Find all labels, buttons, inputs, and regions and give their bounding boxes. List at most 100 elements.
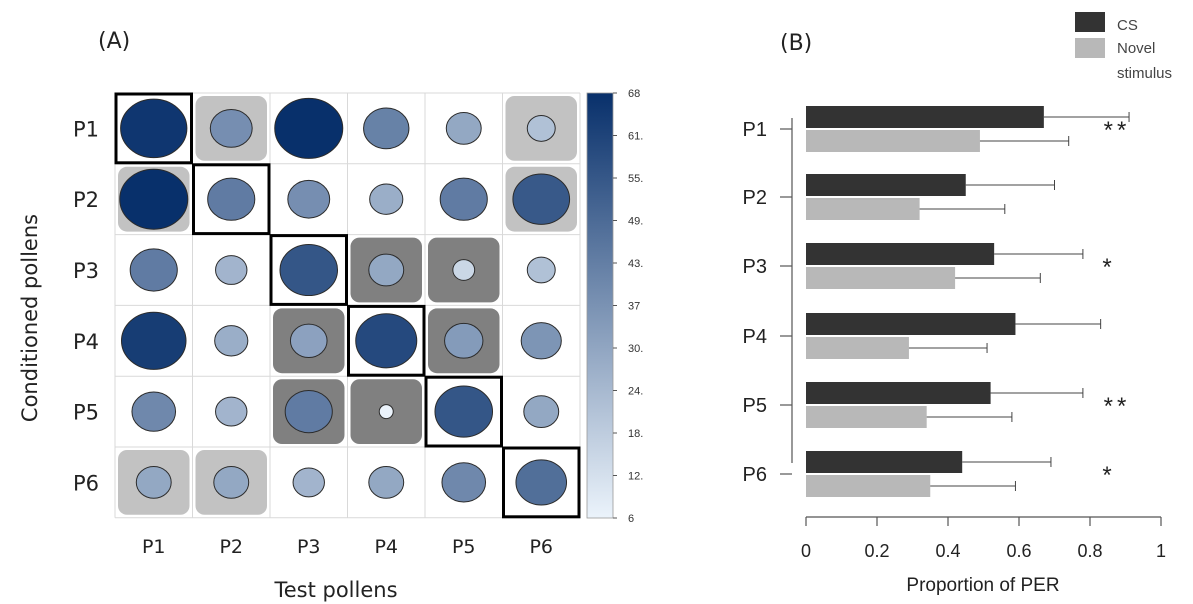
circle-P2-P2 — [207, 177, 256, 221]
significance-P5: ** — [1104, 393, 1131, 420]
x-tick-label: 0 — [801, 541, 811, 561]
circle-P4-P6 — [520, 322, 562, 360]
circle-P4-P5 — [444, 322, 484, 359]
legend-swatch-cs — [1075, 12, 1105, 32]
circle-P5-P3 — [284, 390, 333, 434]
bar-P6-novel — [806, 475, 931, 497]
y-tick-label-P6: P6 — [743, 464, 767, 486]
circle-P5-P2 — [215, 396, 248, 427]
circle-P5-P1 — [131, 391, 177, 432]
colorbar-tick-label: 12. — [628, 471, 643, 483]
row-label-P2: P2 — [73, 188, 99, 212]
row-label-P6: P6 — [73, 471, 99, 495]
diagonal-box-P6 — [502, 446, 581, 519]
legend-label-novel-line2: stimulus — [1117, 65, 1172, 82]
panel-a-label: (A) — [98, 29, 130, 54]
bar-P4-novel — [806, 337, 909, 359]
circle-P3-P2 — [215, 255, 248, 285]
circle-P2-P6 — [512, 173, 571, 225]
heatmap-grid: P1 P2 P3 P4 P5 P6 P1 P2 P3 P4 P5 P6 — [73, 92, 581, 558]
circle-P3-P5 — [452, 259, 476, 281]
circle-P4-P2 — [214, 325, 249, 357]
colorbar-tick-label: 49. — [628, 216, 643, 228]
colorbar-tick-label: 43. — [628, 258, 643, 270]
diagonal-box-P2 — [192, 163, 271, 236]
colorbar-tick-label: 30. — [628, 343, 643, 355]
panel-b-xlabel: Proportion of PER — [906, 575, 1059, 596]
legend-label-cs: CS — [1117, 17, 1138, 34]
panel-a-xlabel: Test pollens — [273, 578, 397, 602]
colorbar-tick-label: 61. — [628, 131, 643, 143]
colorbar-tick-label: 68 — [628, 88, 640, 100]
circle-P5-P4 — [378, 404, 394, 420]
x-tick-label: 0.8 — [1077, 541, 1102, 561]
colorbar-gradient — [586, 92, 614, 519]
legend-swatch-novel — [1075, 38, 1105, 58]
diagonal-box-P3 — [269, 234, 348, 306]
col-label-P5: P5 — [452, 536, 476, 558]
colorbar-tick-label: 37 — [628, 301, 640, 313]
x-tick-label: 0.6 — [1006, 541, 1031, 561]
circle-P3-P6 — [526, 256, 556, 284]
y-tick-label-P4: P4 — [743, 326, 767, 348]
circle-P3-P3 — [279, 243, 339, 297]
circle-P4-P4 — [355, 313, 418, 369]
x-tick-label: 1 — [1156, 541, 1166, 561]
circle-P1-P1 — [120, 98, 188, 159]
circle-P5-P6 — [523, 395, 560, 429]
circle-P2-P1 — [119, 168, 189, 230]
col-label-P2: P2 — [219, 536, 243, 558]
bar-P1-cs — [806, 106, 1044, 128]
bar-P6-cs — [806, 451, 963, 473]
y-tick-label-P2: P2 — [743, 187, 767, 209]
x-tick-label: 0.4 — [935, 541, 960, 561]
colorbar: 68 61. 55. 49. 43. 37 30. 24. 18. 12. 6 — [586, 88, 643, 525]
colorbar-tick-label: 18. — [628, 428, 643, 440]
circle-P1-P4 — [363, 107, 410, 150]
bar-P3-novel — [806, 267, 956, 289]
row-label-P1: P1 — [73, 117, 99, 141]
bar-P2-novel — [806, 198, 920, 220]
circle-P4-P1 — [120, 311, 187, 370]
significance-P3: * — [1102, 254, 1115, 281]
circle-P4-P3 — [289, 323, 328, 358]
circle-P1-P5 — [445, 111, 482, 145]
circle-P5-P5 — [434, 385, 494, 438]
y-tick-label-P5: P5 — [743, 395, 767, 417]
legend: CS Novel stimulus — [1075, 12, 1172, 82]
circle-P6-P5 — [441, 462, 487, 503]
circle-P3-P1 — [129, 248, 178, 292]
circle-P6-P1 — [135, 465, 172, 499]
y-tick-label-P3: P3 — [743, 256, 767, 278]
bar-P4-cs — [806, 313, 1016, 335]
circle-P1-P6 — [526, 114, 556, 142]
col-label-P6: P6 — [529, 536, 553, 558]
row-label-P3: P3 — [73, 259, 99, 283]
bar-P5-cs — [806, 382, 991, 404]
bar-P5-novel — [806, 406, 927, 428]
circle-P6-P4 — [368, 465, 405, 499]
x-tick-label: 0.2 — [864, 541, 889, 561]
diagonal-box-P4 — [347, 304, 426, 377]
col-label-P1: P1 — [142, 536, 166, 558]
circle-P3-P4 — [368, 253, 405, 287]
circle-P1-P2 — [209, 109, 253, 148]
col-label-P3: P3 — [297, 536, 321, 558]
row-label-P5: P5 — [73, 401, 99, 425]
significance-P6: * — [1102, 462, 1115, 489]
circle-P1-P3 — [274, 97, 344, 159]
colorbar-tick-label: 6 — [628, 513, 634, 525]
diagonal-box-P5 — [424, 375, 503, 448]
circle-P6-P3 — [292, 467, 325, 498]
bar-P3-cs — [806, 243, 995, 265]
circle-P2-P5 — [439, 177, 488, 221]
circle-P2-P3 — [287, 179, 331, 219]
panel-a-ylabel: Conditioned pollens — [18, 214, 42, 422]
y-tick-label-P1: P1 — [743, 119, 767, 141]
circle-P6-P6 — [515, 459, 568, 506]
colorbar-tick-label: 24. — [628, 386, 643, 398]
col-label-P4: P4 — [374, 536, 398, 558]
bar-P1-novel — [806, 130, 980, 152]
